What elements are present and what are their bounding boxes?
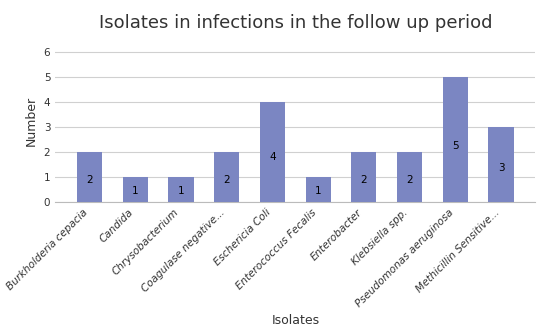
Bar	[443, 77, 468, 202]
X-axis label: Isolates: Isolates	[271, 314, 320, 326]
Text: 5: 5	[452, 141, 459, 151]
Bar	[351, 152, 376, 202]
Text: 2: 2	[360, 174, 367, 185]
Y-axis label: Number: Number	[25, 96, 38, 146]
Text: 1: 1	[315, 186, 321, 196]
Text: 2: 2	[86, 174, 93, 185]
Title: Isolates in infections in the follow up period: Isolates in infections in the follow up …	[99, 14, 492, 32]
Bar	[168, 177, 194, 202]
Text: 3: 3	[498, 163, 505, 173]
Bar	[397, 152, 422, 202]
Text: 2: 2	[406, 174, 413, 185]
Text: 2: 2	[224, 174, 230, 185]
Bar	[306, 177, 331, 202]
Bar	[489, 127, 513, 202]
Bar	[214, 152, 240, 202]
Text: 4: 4	[269, 152, 276, 162]
Bar	[123, 177, 148, 202]
Bar	[77, 152, 102, 202]
Text: 1: 1	[178, 186, 184, 196]
Text: 1: 1	[132, 186, 139, 196]
Bar	[260, 102, 285, 202]
